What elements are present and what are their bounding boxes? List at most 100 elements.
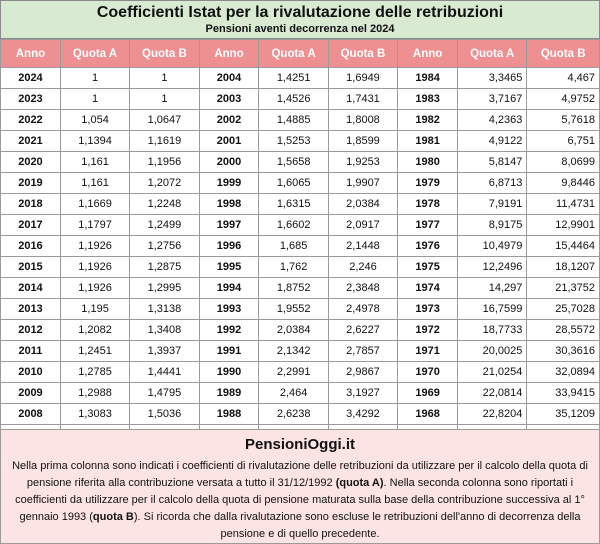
year-cell: 1970 xyxy=(397,361,459,383)
quota-a-cell: 1,1926 xyxy=(59,277,131,299)
quota-b-cell: 1,3138 xyxy=(129,298,200,320)
year-cell: 1981 xyxy=(397,130,459,152)
quota-a-cell: 1 xyxy=(59,67,131,89)
quota-a-cell: 8,9175 xyxy=(457,214,528,236)
year-cell: 2003 xyxy=(198,88,260,110)
column-header: Anno xyxy=(198,39,260,68)
brand-name: PensioniOggi.it xyxy=(244,436,355,453)
quota-b-cell: 2,0917 xyxy=(327,214,399,236)
year-cell: 2000 xyxy=(198,151,260,173)
quota-b-cell: 8,0699 xyxy=(526,151,600,173)
quota-b-cell: 1,6949 xyxy=(327,67,399,89)
year-cell: 2017 xyxy=(0,214,61,236)
year-cell: 2011 xyxy=(0,340,61,362)
quota-a-cell: 1,5658 xyxy=(258,151,329,173)
quota-b-cell: 12,9901 xyxy=(526,214,600,236)
quota-b-cell: 21,3752 xyxy=(526,277,600,299)
quota-a-cell: 1,8752 xyxy=(258,277,329,299)
year-cell: 1983 xyxy=(397,88,459,110)
year-cell: 1974 xyxy=(397,277,459,299)
year-cell: 1998 xyxy=(198,193,260,215)
quota-b-cell: 32,0894 xyxy=(526,361,600,383)
quota-b-cell: 2,4978 xyxy=(327,298,399,320)
quota-b-cell: 2,1448 xyxy=(327,235,399,257)
quota-a-cell: 14,297 xyxy=(457,277,528,299)
quota-a-cell: 1,195 xyxy=(59,298,131,320)
year-cell: 1990 xyxy=(198,361,260,383)
quota-b-cell: 2,6227 xyxy=(327,319,399,341)
column-header: Anno xyxy=(397,39,459,68)
year-cell: 1996 xyxy=(198,235,260,257)
quota-b-cell: 1,1956 xyxy=(129,151,200,173)
table-row: 2023 1 1 2003 1,4526 1,7431 1983 3,7167 4,9752 xyxy=(0,88,600,110)
quota-a-cell: 3,7167 xyxy=(457,88,528,110)
quota-a-cell: 1,1669 xyxy=(59,193,131,215)
year-cell: 1992 xyxy=(198,319,260,341)
column-header: Quota B xyxy=(129,39,200,68)
year-cell: 2004 xyxy=(198,67,260,89)
column-header: Quota A xyxy=(457,39,528,68)
year-cell: 1982 xyxy=(397,109,459,131)
quota-b-cell: 1,3937 xyxy=(129,340,200,362)
table-row: 2021 1,1394 1,1619 2001 1,5253 1,8599 1981 4,91… xyxy=(0,130,600,152)
quota-a-cell: 2,6238 xyxy=(258,403,329,425)
quota-b-cell: 1,3408 xyxy=(129,319,200,341)
quota-b-cell: 3,4292 xyxy=(327,403,399,425)
quota-b-cell: 6,751 xyxy=(526,130,600,152)
quota-a-cell: 1,5253 xyxy=(258,130,329,152)
quota-a-cell: 1,1926 xyxy=(59,235,131,257)
quota-b-cell: 4,9752 xyxy=(526,88,600,110)
year-cell: 1999 xyxy=(198,172,260,194)
year-cell: 2020 xyxy=(0,151,61,173)
quota-a-cell: 12,2496 xyxy=(457,256,528,278)
quota-b-cell: 33,9415 xyxy=(526,382,600,404)
quota-b-cell: 9,8446 xyxy=(526,172,600,194)
quota-a-cell: 1,1926 xyxy=(59,256,131,278)
table-row: 2008 1,3083 1,5036 1988 2,6238 3,4292 1968 22,8… xyxy=(0,403,600,425)
quota-b-cell: 1,2756 xyxy=(129,235,200,257)
quota-a-cell: 1,762 xyxy=(258,256,329,278)
quota-a-cell: 5,8147 xyxy=(457,151,528,173)
quota-a-cell: 1,685 xyxy=(258,235,329,257)
quota-b-cell: 28,5572 xyxy=(526,319,600,341)
quota-a-cell: 2,1342 xyxy=(258,340,329,362)
year-cell: 1973 xyxy=(397,298,459,320)
quota-a-cell: 4,9122 xyxy=(457,130,528,152)
year-cell: 1977 xyxy=(397,214,459,236)
note-bold-quota-a: (quota A) xyxy=(335,477,384,489)
table-row: 2013 1,195 1,3138 1993 1,9552 2,4978 1973 16,75… xyxy=(0,298,600,320)
quota-b-cell: 30,3616 xyxy=(526,340,600,362)
year-cell: 2022 xyxy=(0,109,61,131)
quota-b-cell: 5,7618 xyxy=(526,109,600,131)
quota-b-cell: 1,9253 xyxy=(327,151,399,173)
quota-a-cell: 1,6315 xyxy=(258,193,329,215)
quota-b-cell: 1,5036 xyxy=(129,403,200,425)
table-row: 2014 1,1926 1,2995 1994 1,8752 2,3848 1974 14,2… xyxy=(0,277,600,299)
table-row: 2019 1,161 1,2072 1999 1,6065 1,9907 1979 6,871… xyxy=(0,172,600,194)
quota-b-cell: 1 xyxy=(129,67,200,89)
quota-b-cell: 2,9867 xyxy=(327,361,399,383)
year-cell: 2021 xyxy=(0,130,61,152)
quota-a-cell: 1,2785 xyxy=(59,361,131,383)
coefficient-table: Anno Quota A Quota B Anno Quota A Quota B Anno… xyxy=(0,39,600,494)
note-part-2: . Nella seconda colonna sono riportati i… xyxy=(15,477,585,523)
quota-b-cell: 2,7857 xyxy=(327,340,399,362)
quota-a-cell: 18,7733 xyxy=(457,319,528,341)
quota-a-cell: 1,161 xyxy=(59,151,131,173)
quota-b-cell: 1,4441 xyxy=(129,361,200,383)
quota-b-cell: 1 xyxy=(129,88,200,110)
quota-b-cell: 2,246 xyxy=(327,256,399,278)
quota-a-cell: 1 xyxy=(59,88,131,110)
year-cell: 2008 xyxy=(0,403,61,425)
quota-b-cell: 4,467 xyxy=(526,67,600,89)
table-row: 2009 1,2988 1,4795 1989 2,464 3,1927 1969 22,08… xyxy=(0,382,600,404)
quota-a-cell: 1,1797 xyxy=(59,214,131,236)
year-cell: 2013 xyxy=(0,298,61,320)
quota-a-cell: 2,464 xyxy=(258,382,329,404)
quota-a-cell: 1,9552 xyxy=(258,298,329,320)
quota-a-cell: 3,3465 xyxy=(457,67,528,89)
quota-a-cell: 1,3083 xyxy=(59,403,131,425)
quota-b-cell: 1,7431 xyxy=(327,88,399,110)
year-cell: 1984 xyxy=(397,67,459,89)
